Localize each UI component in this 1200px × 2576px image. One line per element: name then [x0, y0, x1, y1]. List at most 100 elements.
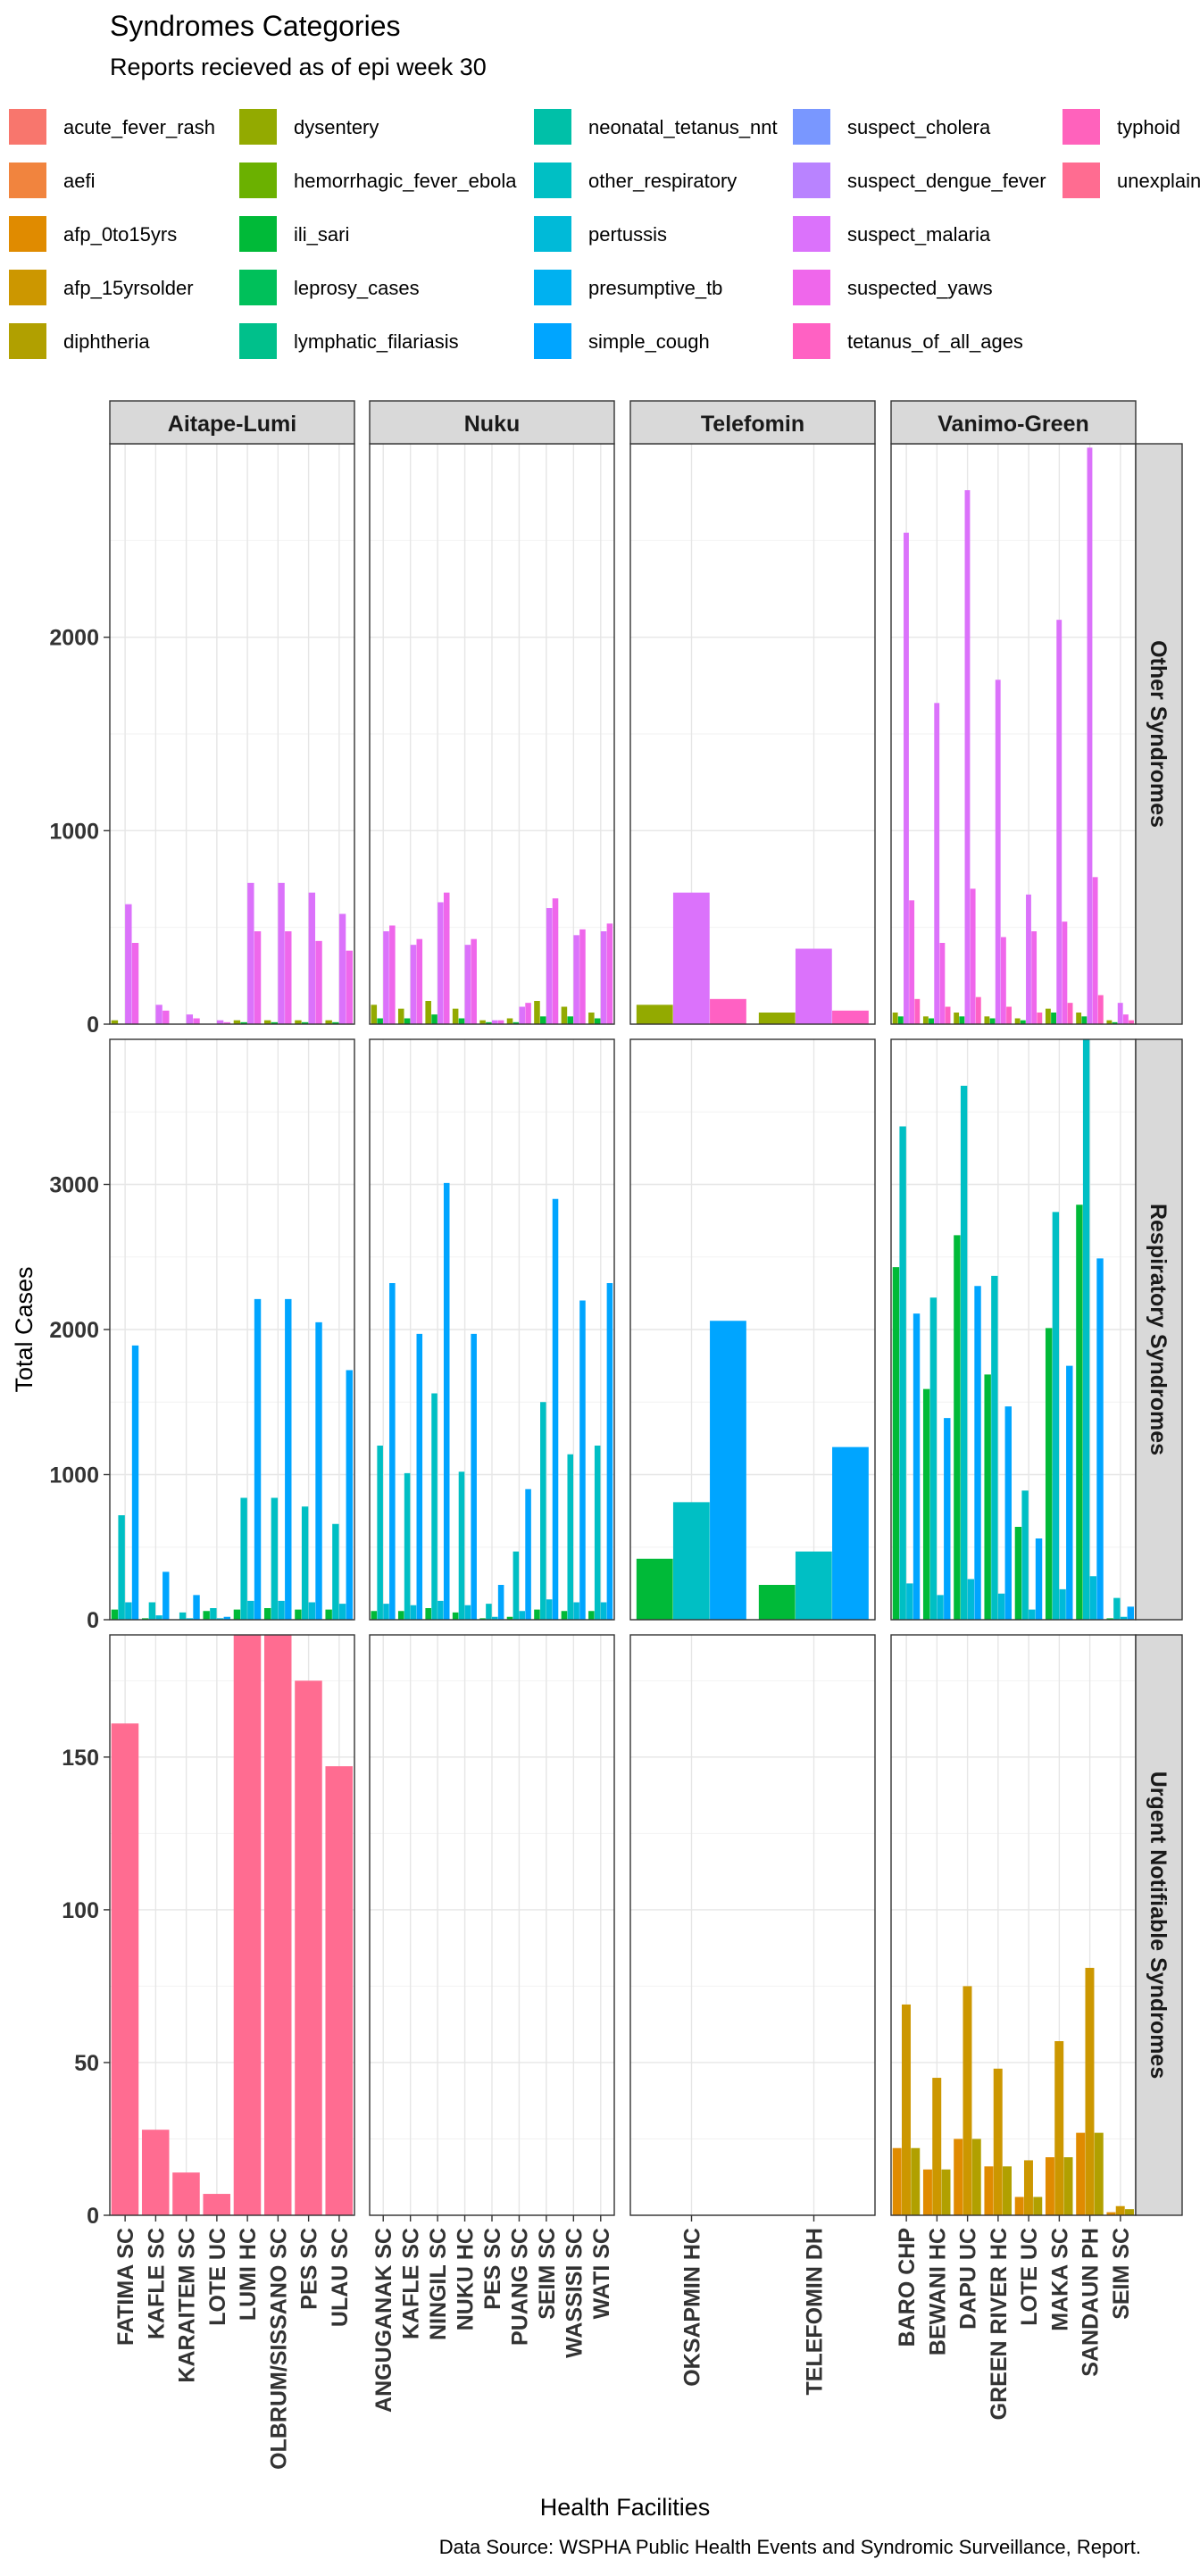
bar-other_respiratory — [991, 1275, 998, 1620]
bar-pertussis — [383, 1604, 389, 1620]
bar-suspect_malaria — [519, 1006, 525, 1024]
bar-tetanus_of_all_ages — [975, 996, 981, 1024]
bar-suspect_malaria — [464, 945, 471, 1024]
bar-suspect_malaria — [546, 908, 553, 1024]
bar-ili_sari — [922, 1388, 930, 1620]
panel-background — [630, 1635, 875, 2215]
bar-dysentery — [263, 1020, 271, 1024]
bar-ili_sari — [1106, 1618, 1113, 1620]
legend-label-afp_0to15yrs: afp_0to15yrs — [63, 223, 177, 246]
bar-suspect_malaria — [795, 948, 832, 1024]
bar-pertussis — [519, 1611, 525, 1620]
bar-diphtheria — [1033, 2197, 1043, 2215]
row-strip-label: Respiratory Syndromes — [1146, 1204, 1171, 1455]
bar-simple_cough — [710, 1321, 746, 1620]
bar-ili_sari — [1020, 1020, 1026, 1024]
bar-ili_sari — [479, 1618, 486, 1620]
x-tick-label: DAPU UC — [956, 2228, 981, 2330]
bar-dysentery — [479, 1020, 486, 1024]
bar-dysentery — [295, 1020, 302, 1024]
x-tick-label: FATIMA SC — [113, 2228, 138, 2346]
legend-key-lymphatic_filariasis — [239, 323, 277, 359]
bar-ili_sari — [263, 1608, 271, 1620]
bar-dysentery — [636, 1005, 673, 1024]
panel-2-1 — [109, 1038, 355, 1621]
legend-label-acute_fever_rash: acute_fever_rash — [63, 116, 215, 138]
bar-suspected_yaws — [162, 1010, 170, 1024]
bar-pertussis — [247, 1600, 254, 1620]
bar-dysentery — [233, 1020, 241, 1024]
bar-ili_sari — [892, 1267, 900, 1620]
x-tick-label: OKSAPMIN HC — [680, 2228, 705, 2387]
bar-ili_sari — [534, 1609, 540, 1620]
x-tick-label: BEWANI HC — [925, 2228, 950, 2355]
column-strip-label: Vanimo-Green — [938, 412, 1089, 437]
x-tick-label: ANGUGANAK SC — [371, 2228, 396, 2413]
bar-ili_sari — [301, 1021, 309, 1024]
panel-background — [891, 1635, 1136, 2215]
y-tick-label: 3000 — [49, 1173, 99, 1198]
x-tick-label: GREEN RIVER HC — [987, 2228, 1012, 2420]
bar-ili_sari — [897, 1016, 904, 1024]
bar-suspect_malaria — [1087, 447, 1093, 1024]
bar-tetanus_of_all_ages — [945, 1006, 951, 1024]
bar-suspected_yaws — [471, 938, 477, 1024]
bar-other_respiratory — [1052, 1212, 1060, 1620]
bar-pertussis — [600, 1602, 607, 1620]
bar-simple_cough — [346, 1370, 353, 1620]
bar-suspected_yaws — [497, 1020, 504, 1024]
column-strip-background — [890, 400, 1137, 445]
bar-dysentery — [561, 1006, 568, 1024]
bar-ili_sari — [425, 1608, 431, 1620]
bar-other_respiratory — [458, 1471, 465, 1620]
row-strip-background — [1135, 1634, 1183, 2216]
row-strip-background — [1135, 1038, 1183, 1621]
bar-pertussis — [573, 1602, 579, 1620]
legend-label-neonatal_tetanus_nnt: neonatal_tetanus_nnt — [588, 116, 778, 138]
bar-suspect_malaria — [155, 1005, 162, 1024]
bar-dysentery — [534, 1001, 540, 1024]
bar-other_respiratory — [431, 1393, 438, 1620]
bar-simple_cough — [974, 1286, 981, 1620]
y-tick-label: 50 — [74, 2051, 99, 2076]
legend-key-pertussis — [534, 216, 571, 252]
panel-2-4 — [890, 1038, 1137, 1621]
bar-suspect_malaria — [1056, 620, 1062, 1024]
bar-ili_sari — [929, 1018, 934, 1024]
panel-1-1 — [109, 443, 355, 1025]
bar-suspect_malaria — [573, 935, 579, 1024]
bar-simple_cough — [315, 1321, 322, 1620]
legend-label-lymphatic_filariasis: lymphatic_filariasis — [294, 330, 459, 353]
legend-key-suspected_yaws — [793, 270, 830, 305]
bar-tetanus_of_all_ages — [710, 998, 746, 1024]
facet-panels — [109, 443, 1137, 2216]
bar-suspected_yaws — [909, 900, 915, 1024]
y-tick-label: 100 — [62, 1898, 99, 1923]
bar-ili_sari — [594, 1018, 601, 1024]
bar-other_respiratory — [301, 1506, 309, 1620]
bar-simple_cough — [443, 1182, 450, 1620]
legend-key-simple_cough — [534, 323, 571, 359]
bar-afp_0to15yrs — [922, 2169, 932, 2215]
bar-pertussis — [1089, 1576, 1097, 1620]
bar-pertussis — [278, 1600, 285, 1620]
bar-ili_sari — [371, 1611, 378, 1620]
bar-simple_cough — [912, 1313, 921, 1620]
legend-label-dysentery: dysentery — [294, 116, 379, 138]
y-tick-label: 0 — [87, 2204, 99, 2229]
bar-ili_sari — [1014, 1527, 1022, 1620]
bar-diphtheria — [911, 2147, 921, 2215]
bar-other_respiratory — [1113, 1597, 1121, 1620]
bar-simple_cough — [552, 1198, 559, 1620]
bar-pertussis — [125, 1602, 132, 1620]
panel-1-2 — [369, 443, 615, 1025]
row-strip-label: Urgent Notifiable Syndromes — [1146, 1772, 1171, 2080]
bar-simple_cough — [1004, 1406, 1012, 1620]
bar-suspect_malaria — [338, 913, 346, 1024]
bar-pertussis — [216, 1618, 224, 1620]
bar-simple_cough — [162, 1571, 170, 1620]
bar-pertussis — [1120, 1616, 1128, 1620]
bar-suspected_yaws — [416, 938, 423, 1024]
panel-border — [629, 1038, 876, 1621]
